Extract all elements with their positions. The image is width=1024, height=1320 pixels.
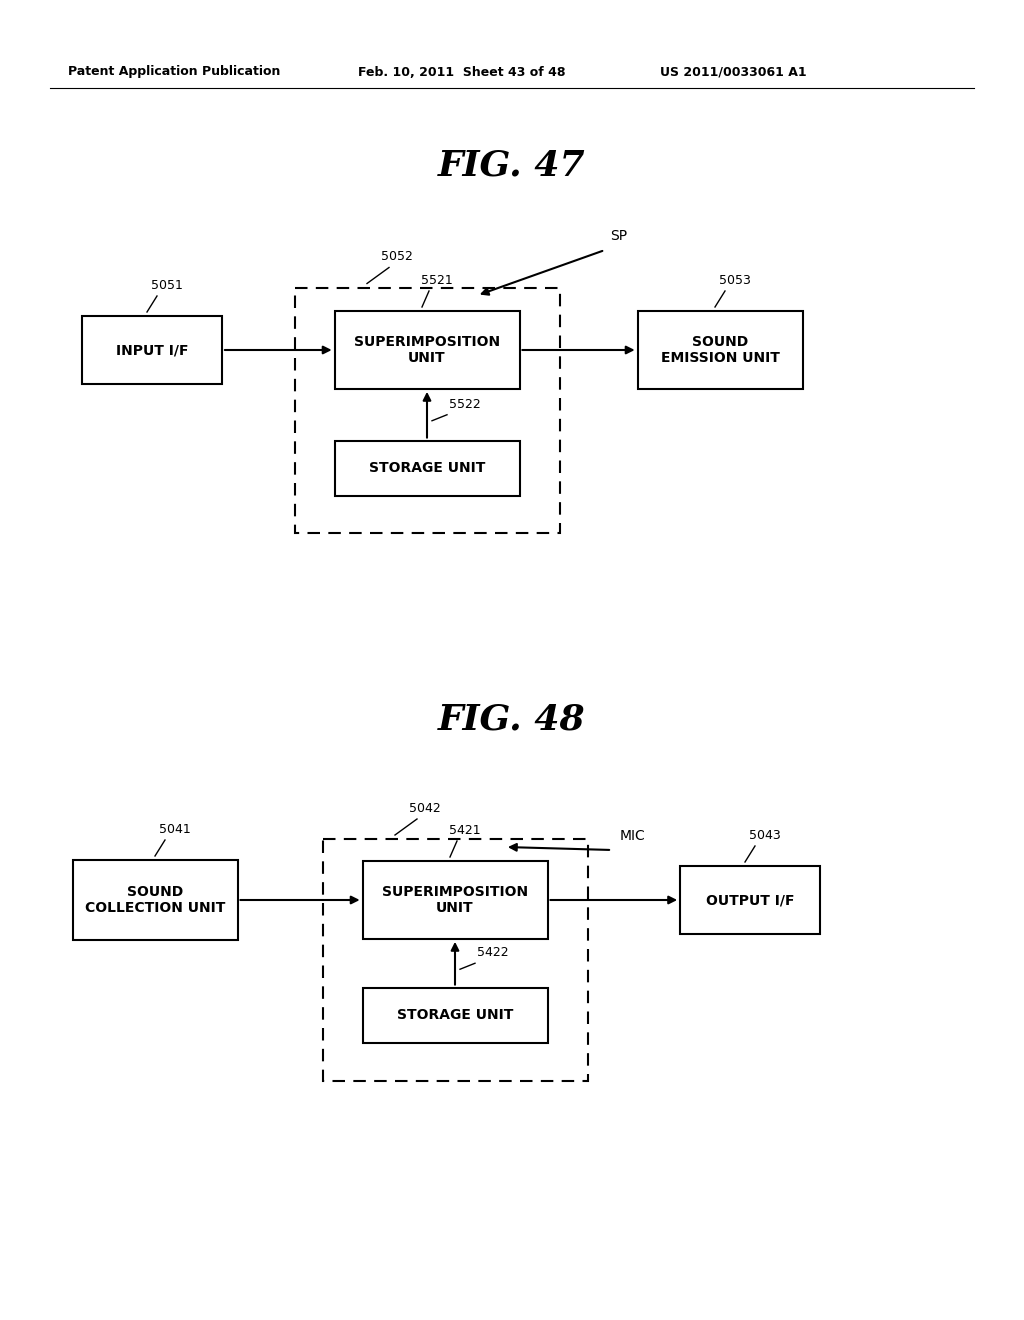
Text: 5042: 5042 — [410, 803, 441, 814]
Bar — [295, 288, 559, 532]
Text: 5051: 5051 — [152, 279, 183, 292]
Text: SUPERIMPOSITION
UNIT: SUPERIMPOSITION UNIT — [382, 884, 528, 915]
Text: 5043: 5043 — [750, 829, 781, 842]
Text: 5421: 5421 — [450, 824, 481, 837]
Text: FIG. 47: FIG. 47 — [438, 148, 586, 182]
Text: FIG. 48: FIG. 48 — [438, 704, 586, 737]
Text: INPUT I/F: INPUT I/F — [116, 343, 188, 356]
Bar — [335, 441, 519, 495]
Bar — [73, 861, 238, 940]
Text: STORAGE UNIT: STORAGE UNIT — [369, 461, 485, 475]
Text: Feb. 10, 2011  Sheet 43 of 48: Feb. 10, 2011 Sheet 43 of 48 — [358, 66, 565, 78]
Text: SOUND
COLLECTION UNIT: SOUND COLLECTION UNIT — [85, 884, 225, 915]
Text: 5053: 5053 — [719, 275, 751, 286]
Bar — [323, 840, 588, 1081]
Text: US 2011/0033061 A1: US 2011/0033061 A1 — [660, 66, 807, 78]
Text: OUTPUT I/F: OUTPUT I/F — [706, 894, 795, 907]
Text: STORAGE UNIT: STORAGE UNIT — [397, 1008, 513, 1022]
Text: SOUND
EMISSION UNIT: SOUND EMISSION UNIT — [660, 335, 779, 366]
Bar — [335, 312, 519, 389]
Text: 5521: 5521 — [421, 275, 453, 286]
Text: Patent Application Publication: Patent Application Publication — [68, 66, 281, 78]
Text: SUPERIMPOSITION
UNIT: SUPERIMPOSITION UNIT — [354, 335, 500, 366]
Bar — [638, 312, 803, 389]
Text: MIC: MIC — [620, 829, 646, 843]
Text: 5422: 5422 — [477, 946, 509, 960]
Text: SP: SP — [610, 228, 627, 243]
Bar — [82, 315, 222, 384]
Text: 5522: 5522 — [449, 397, 480, 411]
Text: 5041: 5041 — [159, 822, 190, 836]
Bar — [362, 861, 548, 939]
Bar — [680, 866, 820, 935]
Bar — [362, 987, 548, 1043]
Text: 5052: 5052 — [381, 251, 413, 264]
